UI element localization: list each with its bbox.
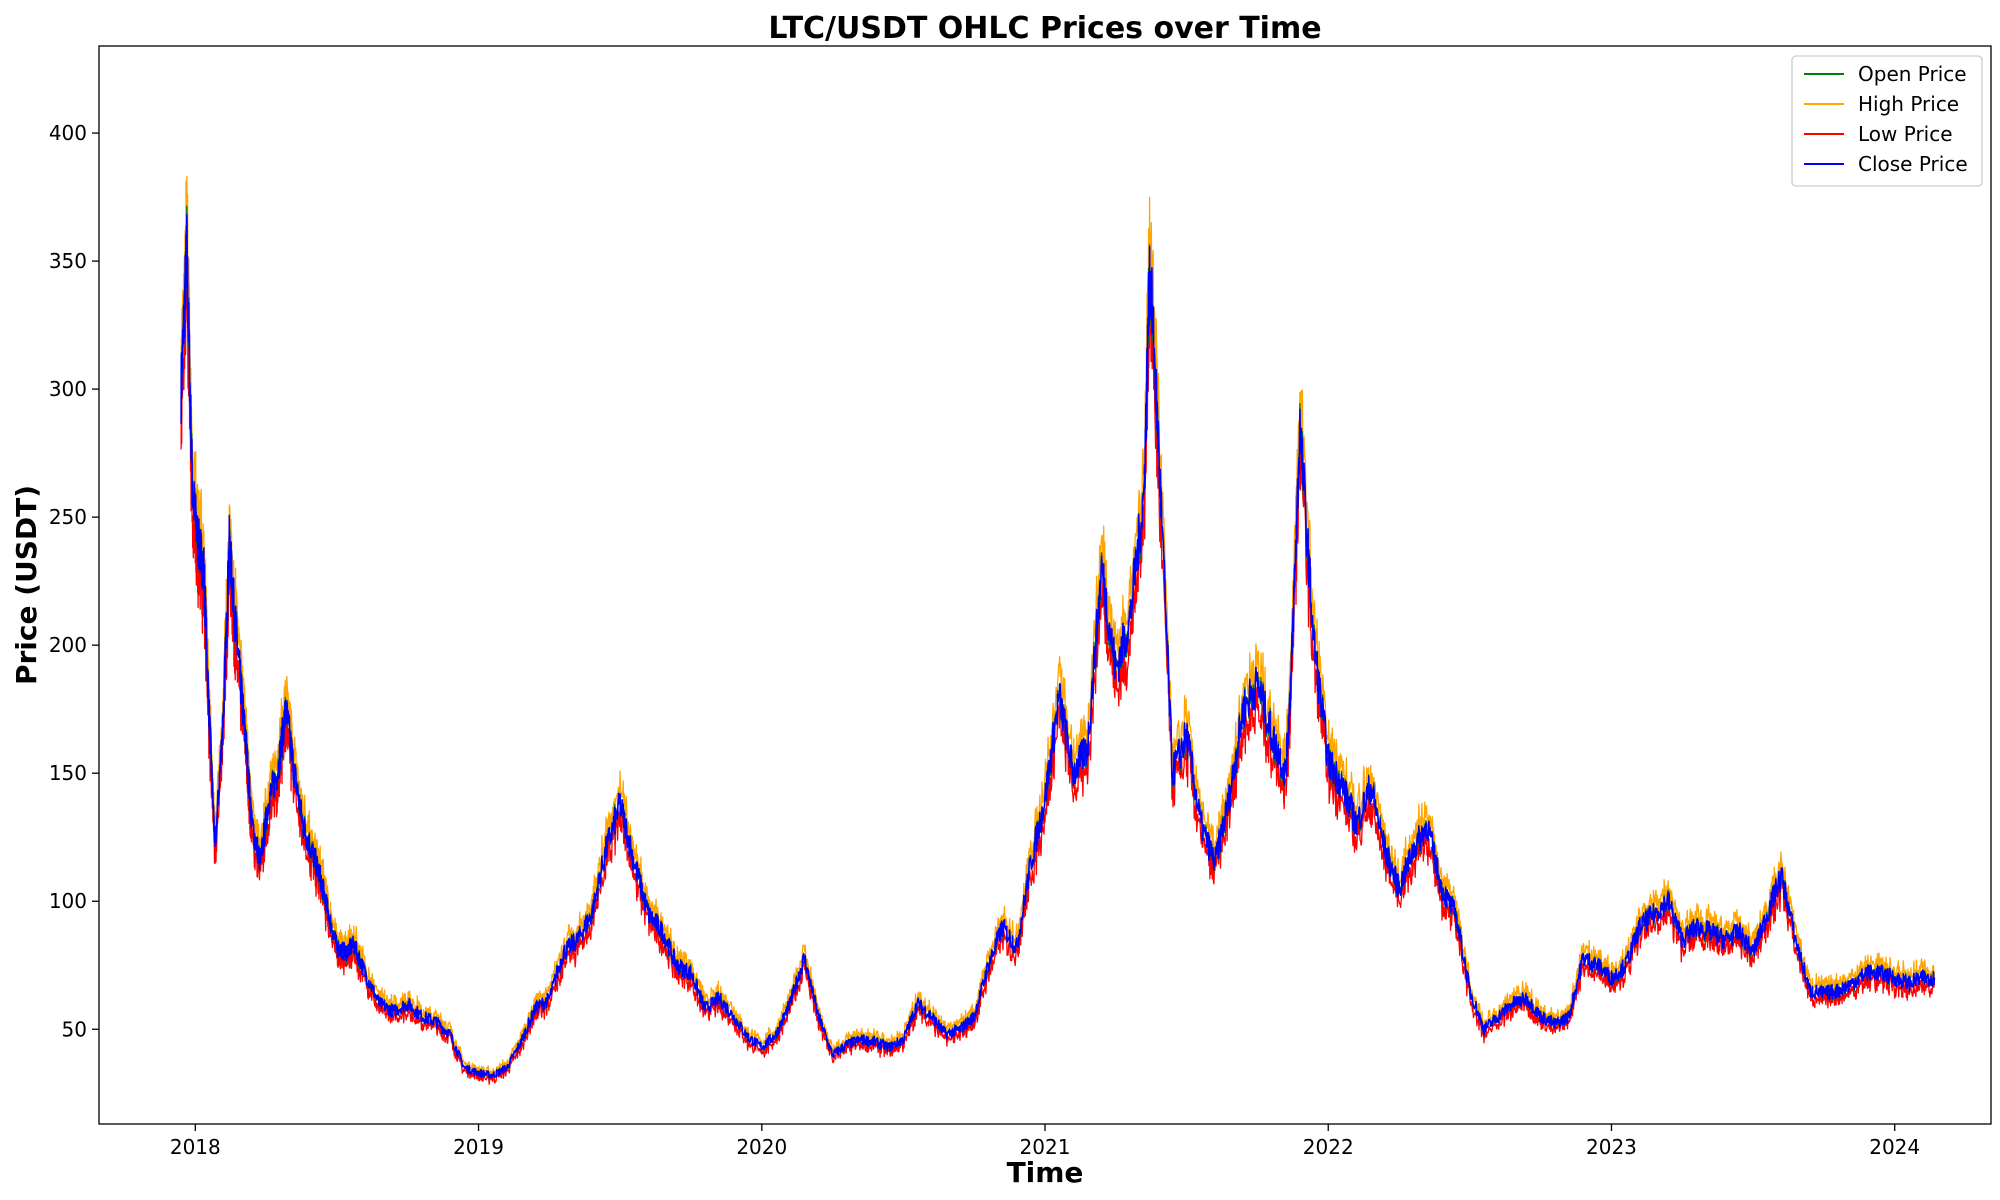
y-tick-label: 300	[49, 377, 87, 401]
axes-layer: 2018 2019 2020 2021 2022 2023 2024 50 100 150 200 2…	[49, 121, 1920, 1159]
y-tick-label: 150	[49, 761, 87, 785]
legend-label: High Price	[1858, 92, 1959, 116]
x-tick-label: 2023	[1586, 1135, 1637, 1159]
x-tick-label: 2019	[453, 1135, 504, 1159]
legend-label: Close Price	[1858, 152, 1968, 176]
y-axis-label: Price (USDT)	[10, 485, 43, 685]
y-tick-label: 200	[49, 633, 87, 657]
legend-box	[1791, 55, 1983, 187]
legend: Open Price High Price Low Price Close Price	[1791, 55, 1983, 187]
chart-title: LTC/USDT OHLC Prices over Time	[768, 11, 1321, 46]
series-layer	[180, 175, 1936, 1085]
series-line-high	[180, 175, 1936, 1077]
y-tick-label: 350	[49, 249, 87, 273]
x-axis-label: Time	[1007, 1156, 1084, 1189]
plot-frame	[98, 45, 1992, 1125]
legend-label: Low Price	[1858, 122, 1953, 146]
x-tick-label: 2020	[736, 1135, 787, 1159]
legend-label: Open Price	[1858, 62, 1967, 86]
y-tick-label: 50	[62, 1017, 87, 1041]
plot-area	[98, 45, 1992, 1125]
x-tick-label: 2024	[1869, 1135, 1920, 1159]
x-tick-label: 2021	[1020, 1135, 1071, 1159]
x-tick-label: 2022	[1303, 1135, 1354, 1159]
series-line-close	[180, 213, 1936, 1079]
y-tick-label: 250	[49, 505, 87, 529]
y-tick-label: 400	[49, 121, 87, 145]
x-tick-label: 2018	[170, 1135, 221, 1159]
y-tick-label: 100	[49, 889, 87, 913]
